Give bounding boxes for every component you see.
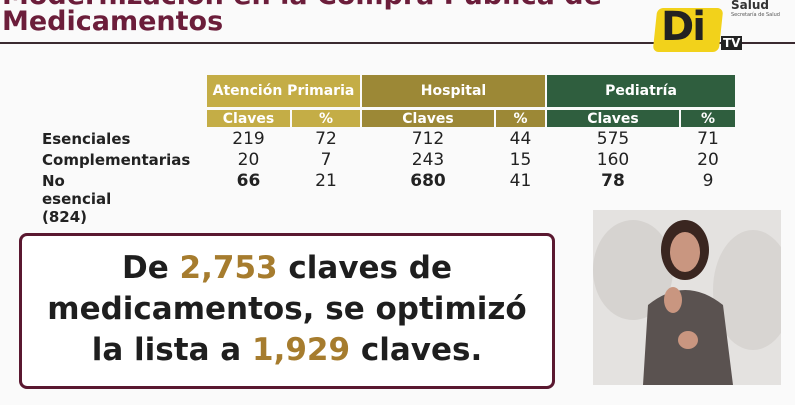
cell: 243 [411,150,445,170]
highlight: 1,929 [252,332,351,368]
cell: 9 [702,171,714,191]
logo-org-sub: Secretaría de Salud [731,12,780,18]
pattern [713,230,781,350]
message: De 2,753 claves de medicamentos, se opti… [22,248,552,371]
logo: Di TV Salud Secretaría de Salud [652,0,780,54]
subheader: % [681,110,735,127]
row-label: Complementarias [42,151,191,169]
face [670,232,700,272]
subheader: Claves [547,110,679,127]
row-label: No esencial (824) [42,172,112,226]
cell: 219 [232,129,265,149]
subheader: % [496,110,545,127]
cell: 41 [509,171,532,191]
text: medicamentos, se optimizó [47,291,527,327]
message-line: la lista a 1,929 claves. [22,330,552,371]
cell: 72 [315,129,337,149]
cell: 575 [596,129,630,149]
text: De [121,250,180,286]
cell: 680 [410,171,446,191]
text: la lista a [91,332,253,368]
cell: 71 [697,129,719,149]
group-header: Hospital [362,75,545,107]
cell: 78 [601,171,625,191]
cell: 66 [236,171,261,191]
hand [678,331,698,349]
message-box [19,233,555,389]
subheader: % [292,110,360,127]
cell: 20 [237,150,260,170]
logo-tv: TV [721,36,743,50]
message-line: medicamentos, se optimizó [22,289,552,330]
title-line: Medicamentos [2,6,224,37]
logo-org: Salud [731,0,769,12]
subheader: Claves [207,110,290,127]
cell: 21 [315,171,337,191]
interpreter-video [593,210,781,385]
cell: 20 [697,150,719,170]
cell: 7 [320,150,332,170]
cell: 44 [509,129,532,149]
divider [0,42,795,44]
row-label: Esenciales [42,130,131,148]
hand [664,287,682,313]
cell: 712 [411,129,445,149]
pattern [593,220,673,320]
cell: 160 [596,150,630,170]
highlight: 2,753 [179,250,278,286]
group-header: Pediatría [547,75,735,107]
subheader: Claves [362,110,494,127]
message-line: De 2,753 claves de [22,248,552,289]
group-header: Atención Primaria [207,75,360,107]
title-line: Modernización en la Compra Pública de [2,0,602,11]
text: claves de [277,250,453,286]
text: claves. [350,332,483,368]
logo-brand: Di [661,4,706,50]
cell: 15 [509,150,532,170]
